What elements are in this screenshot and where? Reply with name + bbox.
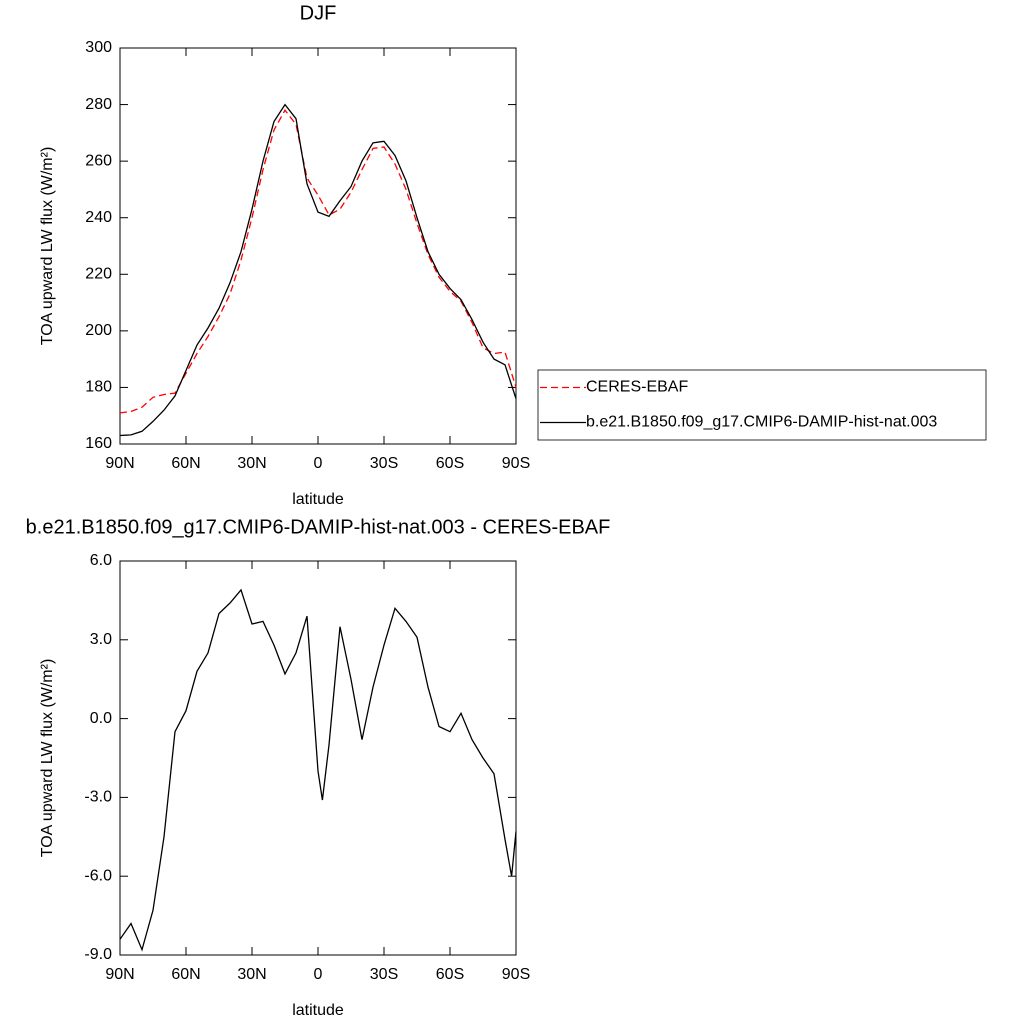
- y-tick-label: 0.0: [90, 710, 112, 727]
- y-tick-label: 260: [85, 152, 112, 169]
- chart-title: b.e21.B1850.f09_g17.CMIP6-DAMIP-hist-nat…: [26, 516, 611, 538]
- y-tick-label: 220: [85, 266, 112, 283]
- x-tick-label: 90S: [502, 455, 530, 472]
- x-tick-label: 0: [314, 455, 323, 472]
- y-tick-label: -6.0: [84, 867, 112, 884]
- x-tick-label: 30S: [370, 455, 398, 472]
- y-tick-label: 180: [85, 379, 112, 396]
- line-series: [119, 109, 517, 414]
- y-tick-label: 3.0: [90, 631, 112, 648]
- x-tick-label: 60N: [171, 455, 200, 472]
- y-tick-label: 160: [85, 435, 112, 452]
- line-series: [119, 588, 517, 952]
- x-tick-label: 30S: [370, 966, 398, 983]
- x-axis-label: latitude: [292, 491, 344, 508]
- line-series: [119, 103, 517, 437]
- y-tick-label: 6.0: [90, 552, 112, 569]
- y-axis-label: TOA upward LW flux (W/m²): [39, 147, 56, 346]
- x-tick-label: 90S: [502, 966, 530, 983]
- y-axis-label: TOA upward LW flux (W/m²): [39, 659, 56, 858]
- plot-frame: [119, 560, 517, 956]
- y-tick-label: 200: [85, 322, 112, 339]
- x-tick-label: 30N: [237, 966, 266, 983]
- y-tick-label: 240: [85, 209, 112, 226]
- x-axis-label: latitude: [292, 1002, 344, 1019]
- x-tick-label: 30N: [237, 455, 266, 472]
- x-tick-label: 60S: [436, 966, 464, 983]
- x-tick-label: 90N: [105, 455, 134, 472]
- legend-label: b.e21.B1850.f09_g17.CMIP6-DAMIP-hist-nat…: [586, 414, 937, 431]
- y-tick-label: -9.0: [84, 946, 112, 963]
- chart-title: DJF: [300, 2, 337, 24]
- y-tick-label: 280: [85, 96, 112, 113]
- legend-label: CERES-EBAF: [586, 379, 688, 396]
- y-tick-label: -3.0: [84, 789, 112, 806]
- x-tick-label: 60S: [436, 455, 464, 472]
- x-tick-label: 90N: [105, 966, 134, 983]
- x-tick-label: 60N: [171, 966, 200, 983]
- y-tick-label: 300: [85, 39, 112, 56]
- x-tick-label: 0: [314, 966, 323, 983]
- legend-box: [537, 369, 987, 441]
